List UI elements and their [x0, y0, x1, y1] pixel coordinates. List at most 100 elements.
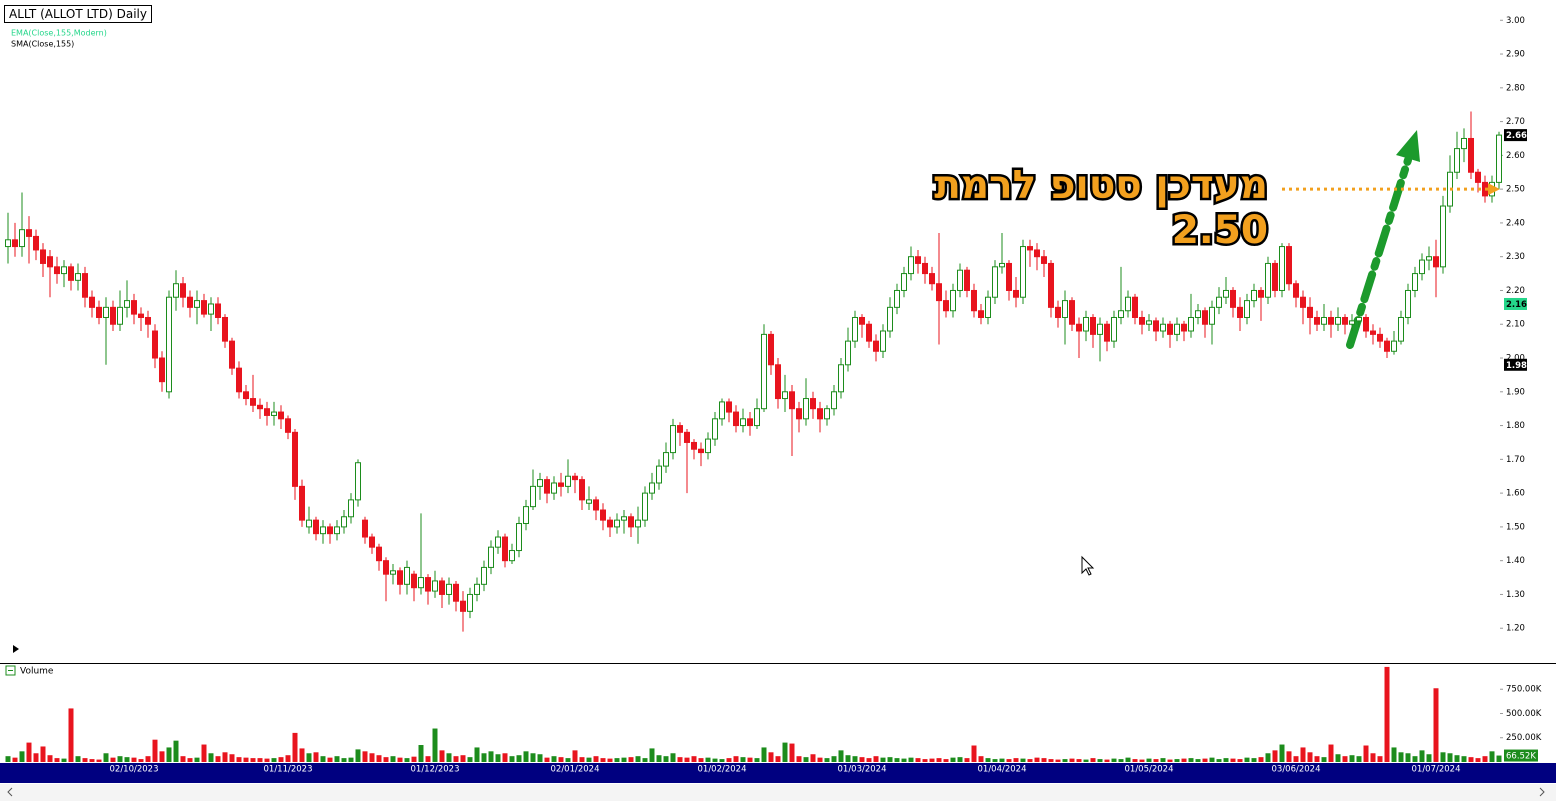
volume-tick-label: 250.00K: [1506, 733, 1542, 743]
volume-bar: [775, 756, 781, 762]
volume-bar: [1097, 759, 1103, 762]
volume-bar: [306, 753, 312, 762]
volume-bar: [1433, 688, 1439, 762]
volume-bar: [1419, 750, 1425, 762]
candle-body: [761, 333, 767, 410]
candle-body: [488, 546, 494, 568]
candle-body: [999, 262, 1005, 268]
candle-body: [1272, 262, 1278, 291]
scroll-right[interactable]: [1539, 787, 1545, 797]
volume-bar: [103, 753, 109, 762]
candle-body: [1139, 316, 1145, 325]
candle-body: [1258, 289, 1264, 298]
candle-body: [719, 401, 725, 420]
candle-body: [250, 398, 256, 406]
candle-body: [782, 391, 788, 400]
candle-body: [1356, 316, 1362, 322]
volume-bar: [1041, 758, 1047, 762]
volume-bar: [999, 758, 1005, 762]
candle-body: [446, 583, 452, 595]
volume-bar: [348, 757, 354, 762]
candle-body: [943, 300, 949, 312]
volume-bar: [1111, 758, 1117, 762]
candle-body: [1181, 323, 1187, 332]
indicator-legend: EMA(Close,155,Modern): [11, 29, 107, 38]
volume-bar: [278, 757, 284, 762]
candle-body: [404, 566, 410, 585]
expand-arrow[interactable]: [13, 645, 19, 653]
volume-bar: [936, 758, 942, 762]
volume-bar: [488, 751, 494, 762]
candle-body: [922, 262, 928, 275]
volume-bar: [670, 753, 676, 762]
candle-body: [971, 289, 977, 312]
volume-bar: [1496, 755, 1502, 762]
volume-bar: [117, 756, 123, 762]
volume-bar: [565, 758, 571, 762]
volume-bar: [1454, 755, 1460, 762]
candle-body: [124, 300, 130, 308]
volume-bar: [600, 758, 606, 762]
candle-body: [915, 256, 921, 264]
candle-body: [1321, 316, 1327, 325]
volume-bar: [75, 756, 81, 762]
volume-bar: [838, 750, 844, 762]
volume-bar: [1391, 747, 1397, 762]
volume-bar: [733, 756, 739, 762]
candle-body: [26, 229, 32, 237]
volume-bar: [145, 756, 151, 762]
candle-body: [516, 523, 522, 552]
candle-body: [110, 306, 116, 325]
x-tick-label: 02/01/2024: [551, 765, 600, 775]
volume-bar: [957, 757, 963, 762]
y-tick-label: 2.00: [1506, 354, 1525, 364]
volume-bar: [194, 757, 200, 762]
candle-body: [1125, 296, 1131, 312]
candle-body: [432, 580, 438, 592]
candle-body: [1104, 323, 1110, 342]
volume-bar: [1153, 759, 1159, 762]
candle-body: [845, 340, 851, 366]
scrollbar[interactable]: [0, 784, 1556, 801]
volume-bar: [705, 757, 711, 762]
candle-body: [628, 516, 634, 528]
volume-bar: [383, 757, 389, 762]
volume-bar: [425, 756, 431, 762]
volume-bar: [257, 758, 263, 762]
candle-body: [1132, 296, 1138, 318]
last-price: 2.66: [1506, 131, 1527, 141]
candle-body: [831, 391, 837, 410]
volume-bar: [1048, 759, 1054, 762]
candle-body: [1020, 246, 1026, 298]
candle-body: [824, 408, 830, 420]
candle-body: [509, 550, 515, 562]
volume-bar: [908, 757, 914, 762]
candle-body: [607, 519, 613, 528]
candle-body: [579, 479, 585, 501]
candle-body: [383, 560, 389, 575]
candle-body: [33, 235, 39, 251]
volume-bar: [1426, 754, 1432, 762]
scroll-left[interactable]: [7, 787, 13, 797]
candle-body: [313, 519, 319, 535]
volume-bar: [1349, 755, 1355, 762]
indicator-last: 2.16: [1506, 300, 1527, 310]
last-volume-box: [1504, 749, 1538, 762]
candle-body: [1300, 296, 1306, 308]
volume-bar: [929, 758, 935, 762]
volume-bar: [362, 751, 368, 762]
candle-body: [362, 519, 368, 538]
volume-bar: [712, 758, 718, 762]
candle-body: [1398, 316, 1404, 342]
volume-bar: [390, 756, 396, 762]
volume-bar: [614, 758, 620, 762]
volume-bar: [978, 756, 984, 762]
volume-bar: [292, 732, 298, 762]
candle-body: [47, 256, 53, 268]
volume-bar: [747, 757, 753, 762]
candle-body: [397, 570, 403, 585]
candle-body: [740, 418, 746, 427]
volume-bar: [1475, 758, 1481, 762]
candle-body: [257, 404, 263, 410]
volume-bar: [131, 757, 137, 762]
